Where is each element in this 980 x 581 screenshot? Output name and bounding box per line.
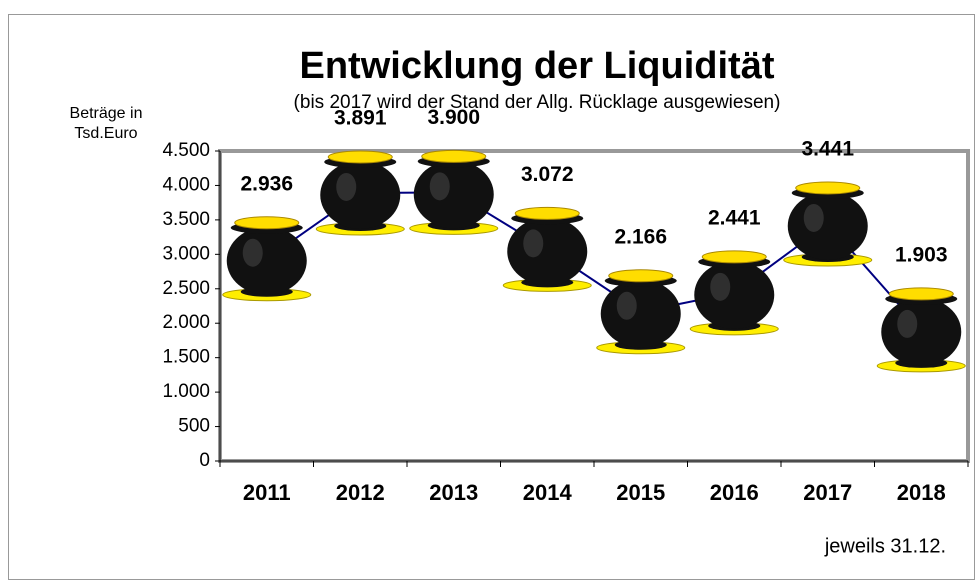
pot-shine xyxy=(523,229,544,258)
frame xyxy=(8,14,975,580)
data-label: 2.936 xyxy=(240,172,293,195)
chart-subtitle: (bis 2017 wird der Stand der Allg. Rückl… xyxy=(294,92,781,113)
pot-body xyxy=(881,297,962,366)
x-tick-label: 2011 xyxy=(243,480,291,505)
data-label: 3.072 xyxy=(521,163,574,186)
data-label: 2.166 xyxy=(614,225,667,248)
pot-marker xyxy=(689,250,779,336)
pot-marker xyxy=(502,206,592,292)
x-tick-label: 2018 xyxy=(897,480,946,505)
pot-shine xyxy=(429,172,450,201)
pot-marker xyxy=(876,287,966,373)
y-tick-label: 4.500 xyxy=(162,140,210,161)
x-tick-label: 2017 xyxy=(803,480,852,505)
data-label: 3.900 xyxy=(427,106,480,129)
x-tick-label: 2016 xyxy=(710,480,759,505)
y-tick-label: 2.000 xyxy=(162,312,210,333)
pot-shine xyxy=(710,272,731,301)
y-tick-label: 2.500 xyxy=(162,278,210,299)
y-tick-label: 3.000 xyxy=(162,243,210,264)
pot-body xyxy=(413,160,494,229)
pot-body xyxy=(600,279,681,348)
pot-gold xyxy=(234,216,300,230)
pot-body xyxy=(320,160,401,229)
x-tick-label: 2015 xyxy=(616,480,665,505)
y-axis-label: Beträge in xyxy=(70,105,143,122)
pot-marker xyxy=(315,150,405,236)
pot-gold xyxy=(608,269,674,283)
y-tick-label: 0 xyxy=(199,450,210,471)
pot-body xyxy=(226,226,307,295)
y-tick-label: 1.500 xyxy=(162,347,210,368)
pot-shine xyxy=(242,238,263,267)
data-label: 1.903 xyxy=(895,243,948,266)
pot-gold xyxy=(888,287,954,301)
data-label: 3.441 xyxy=(801,138,854,161)
pot-body xyxy=(694,260,775,329)
pot-marker xyxy=(783,181,873,267)
pot-marker xyxy=(222,216,312,302)
y-tick-label: 1.000 xyxy=(162,381,210,402)
x-tick-label: 2014 xyxy=(523,480,573,505)
annotation: jeweils 31.12. xyxy=(824,535,946,557)
pot-shine xyxy=(897,309,918,338)
pot-body xyxy=(787,191,868,260)
y-tick-label: 4.000 xyxy=(162,174,210,195)
y-tick-label: 3.500 xyxy=(162,209,210,230)
chart-title: Entwicklung der Liquidität xyxy=(300,45,775,87)
pot-shine xyxy=(803,203,824,232)
pot-shine xyxy=(336,172,357,201)
pot-marker xyxy=(409,149,499,235)
y-axis-label: Tsd.Euro xyxy=(74,125,137,142)
y-tick-label: 500 xyxy=(178,416,210,437)
pot-marker xyxy=(596,269,686,355)
pot-shine xyxy=(616,291,637,320)
data-label: 2.441 xyxy=(708,206,761,229)
pot-gold xyxy=(514,206,580,220)
pot-body xyxy=(507,217,588,286)
pot-gold xyxy=(421,149,487,163)
pot-gold xyxy=(701,250,767,264)
x-tick-label: 2012 xyxy=(336,480,385,505)
data-label: 3.891 xyxy=(334,107,387,130)
x-tick-label: 2013 xyxy=(429,480,478,505)
pot-gold xyxy=(795,181,861,195)
pot-gold xyxy=(327,150,393,164)
